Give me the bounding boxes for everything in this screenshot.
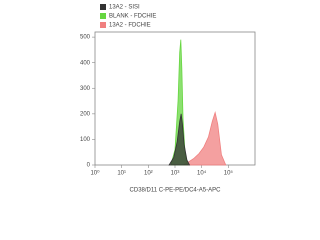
chart: CD38/D11 C-PE-PE/DC4-A5-APC 0 100 200 300 40…	[80, 4, 256, 194]
y-tick-label: 300	[80, 86, 91, 92]
histogram-area	[168, 113, 191, 166]
x-tick-label: 10¹	[117, 171, 126, 177]
legend-label: BLANK - FDCHIE	[109, 14, 156, 20]
y-tick-label: 0	[87, 163, 91, 169]
legend-label: 13A2 - SISI	[109, 5, 140, 11]
x-tick-label: 10⁴	[197, 170, 207, 177]
histogram-area	[182, 111, 227, 166]
legend-swatch	[100, 4, 106, 10]
legend-label: 13A2 - FDCHIE	[109, 23, 151, 29]
legend-swatch	[100, 22, 106, 28]
y-tick-label: 200	[80, 111, 91, 117]
x-axis-label: CD38/D11 C-PE-PE/DC4-A5-APC	[130, 188, 222, 194]
x-tick-label: 10⁵	[224, 170, 234, 177]
x-tick-label: 10⁰	[90, 170, 100, 177]
x-tick-label: 10²	[144, 171, 153, 177]
y-tick-label: 400	[80, 60, 91, 66]
x-tick-label: 10³	[171, 171, 180, 177]
y-tick-label: 100	[80, 137, 91, 143]
y-tick-label: 500	[80, 35, 91, 41]
legend-swatch	[100, 13, 106, 19]
